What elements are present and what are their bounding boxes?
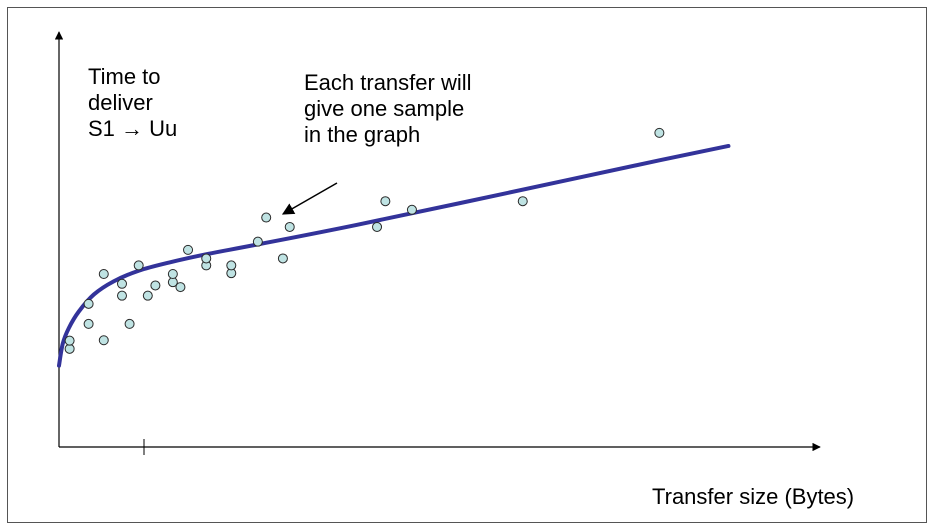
data-point	[406, 204, 417, 215]
data-point	[252, 236, 263, 247]
data-point	[277, 253, 288, 264]
data-point	[150, 280, 161, 291]
data-point	[284, 221, 295, 232]
data-point	[167, 268, 178, 279]
data-point	[116, 278, 127, 289]
data-point	[201, 253, 212, 264]
data-point	[183, 244, 194, 255]
data-point	[83, 298, 94, 309]
data-point	[124, 318, 135, 329]
data-point	[261, 212, 272, 223]
y-axis-label-line: Time to	[88, 64, 161, 89]
annotation-text: Each transfer will give one sample in th…	[304, 70, 472, 148]
data-point	[83, 318, 94, 329]
x-axis-label: Transfer size (Bytes)	[652, 484, 855, 509]
data-point	[654, 127, 665, 138]
data-point	[98, 335, 109, 346]
data-point	[226, 260, 237, 271]
data-point	[517, 196, 528, 207]
data-point	[175, 282, 186, 293]
data-point	[142, 290, 153, 301]
y-axis-label-line: S1 → Uu	[88, 116, 178, 141]
data-point	[133, 260, 144, 271]
annotation-line: in the graph	[304, 122, 421, 147]
data-point	[380, 196, 391, 207]
trend-line	[57, 143, 731, 368]
annotation-arrow	[281, 182, 338, 215]
y-axis-label-line: deliver	[88, 90, 153, 115]
data-point	[64, 343, 75, 354]
data-point	[98, 268, 109, 279]
data-point	[372, 221, 383, 232]
data-point	[64, 335, 75, 346]
data-point	[116, 290, 127, 301]
y-axis-label: Time to deliver S1 → Uu	[88, 64, 177, 142]
annotation-line: Each transfer will	[304, 70, 472, 95]
annotation-line: give one sample	[304, 96, 465, 121]
